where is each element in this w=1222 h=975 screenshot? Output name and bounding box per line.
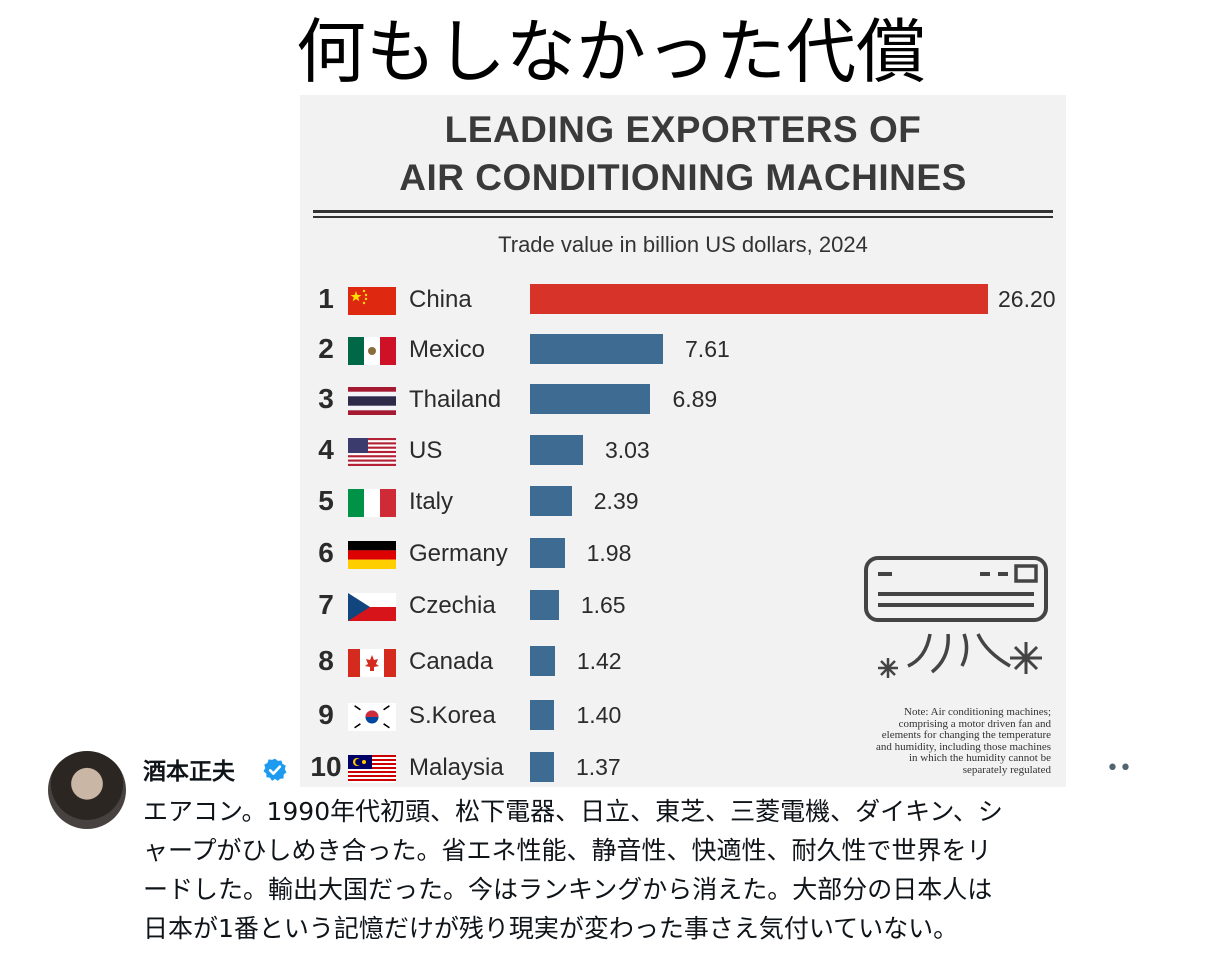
bar-mark [530, 435, 583, 465]
title-rule-top [313, 210, 1053, 213]
bar-row: 9 S.Korea 1.40 [300, 695, 1066, 735]
bar-row: 5 Italy 2.39 [300, 481, 1066, 521]
post-text-line: 日本が1番という記憶だけが残り現実が変わった事さえ気付いていない。 [143, 914, 959, 943]
flag-icon [348, 387, 396, 415]
category-label: Czechia [409, 592, 496, 619]
value-label: 7.61 [685, 336, 730, 362]
bar-mark [530, 538, 565, 568]
value-label: 3.03 [604, 437, 650, 463]
rank-label: 6 [318, 537, 334, 568]
value-label: 1.37 [575, 754, 621, 780]
infographic-image[interactable]: LEADING EXPORTERS OF AIR CONDITIONING MA… [300, 95, 1066, 787]
bar-mark [530, 334, 664, 364]
category-label: Germany [409, 540, 508, 567]
category-label: Mexico [409, 336, 486, 363]
category-label: Italy [409, 488, 454, 515]
bar-mark [530, 284, 988, 314]
value-label: 1.98 [586, 540, 632, 566]
note-line: elements for changing the temperature [881, 729, 1051, 741]
bar-row: 6 Germany 1.98 [300, 533, 1066, 573]
flag-icon [348, 703, 396, 731]
category-label: Malaysia [409, 754, 504, 781]
flag-icon [348, 438, 396, 466]
flag-icon [348, 337, 396, 365]
value-label: 1.42 [576, 648, 622, 674]
bar-row: 1 China 26.20 [300, 279, 1066, 319]
title-rule-bottom [313, 216, 1053, 218]
rank-label: 1 [318, 283, 334, 314]
value-label: 2.39 [593, 488, 639, 514]
bar-mark [530, 700, 555, 730]
chart-note: Note: Air conditioning machines; compris… [805, 706, 1051, 776]
category-label: Thailand [409, 386, 502, 413]
note-line: in which the humidity cannot be [908, 752, 1051, 764]
note-line: and humidity, including those machines [876, 740, 1051, 753]
chart-subtitle: Trade value in billion US dollars, 2024 [498, 232, 868, 257]
bar-mark [530, 752, 554, 782]
bar-row: 10 Malaysia 1.37 [300, 747, 1066, 787]
bar-mark [530, 384, 651, 414]
bar-mark [530, 646, 555, 676]
flag-icon [348, 593, 396, 621]
more-options-icon[interactable]: •• [1106, 756, 1132, 781]
value-label: 26.20 [998, 286, 1056, 312]
bar-row: 8 Canada 1.42 [300, 641, 1066, 681]
rank-label: 8 [318, 645, 334, 676]
flag-icon [348, 541, 396, 569]
rank-label: 2 [318, 333, 334, 364]
chart-title-line1: LEADING EXPORTERS OF [444, 109, 922, 150]
bar-mark [530, 486, 572, 516]
bar-row: 7 Czechia 1.65 [300, 585, 1066, 625]
post-text: エアコン。1990年代初頭、松下電器、日立、東芝、三菱電機、ダイキン、シ ャープ… [143, 792, 1143, 948]
flag-icon [348, 489, 396, 517]
verified-badge-icon [263, 758, 287, 781]
bar-row: 4 US 3.03 [300, 430, 1066, 470]
bar-row: 2 Mexico 7.61 [300, 329, 1066, 369]
bar-row: 3 Thailand 6.89 [300, 379, 1066, 419]
value-label: 6.89 [672, 386, 718, 412]
value-label: 1.40 [576, 702, 622, 728]
air-conditioner-icon [864, 556, 1048, 678]
rank-label: 5 [318, 485, 334, 516]
author-name[interactable]: 酒本正夫 [143, 759, 235, 785]
post-text-line: ャープがひしめき合った。省エネ性能、静音性、快適性、耐久性で世界をリ [143, 836, 992, 865]
note-line: separately regulated [962, 763, 1051, 776]
rank-label: 4 [318, 434, 334, 465]
category-label: US [409, 437, 443, 464]
rank-label: 9 [318, 699, 334, 730]
flag-icon [348, 755, 396, 783]
flag-icon [348, 649, 396, 677]
rank-label: 10 [310, 751, 342, 782]
headline: 何もしなかった代償 [296, 11, 926, 93]
category-label: China [409, 286, 472, 313]
category-label: Canada [409, 648, 494, 675]
rank-label: 7 [318, 589, 334, 620]
avatar[interactable] [48, 751, 126, 829]
post-text-line: ードした。輸出大国だった。今はランキングから消えた。大部分の日本人は [143, 875, 993, 904]
note-line: comprising a motor driven fan and [898, 717, 1051, 730]
note-line: Note: Air conditioning machines; [904, 706, 1051, 718]
category-label: S.Korea [409, 702, 496, 729]
rank-label: 3 [318, 383, 334, 414]
flag-icon [348, 287, 396, 315]
chart-title-line2: AIR CONDITIONING MACHINES [399, 157, 967, 198]
post-text-line: エアコン。1990年代初頭、松下電器、日立、東芝、三菱電機、ダイキン、シ [143, 797, 1003, 826]
value-label: 1.65 [580, 592, 626, 618]
bar-mark [530, 590, 559, 620]
